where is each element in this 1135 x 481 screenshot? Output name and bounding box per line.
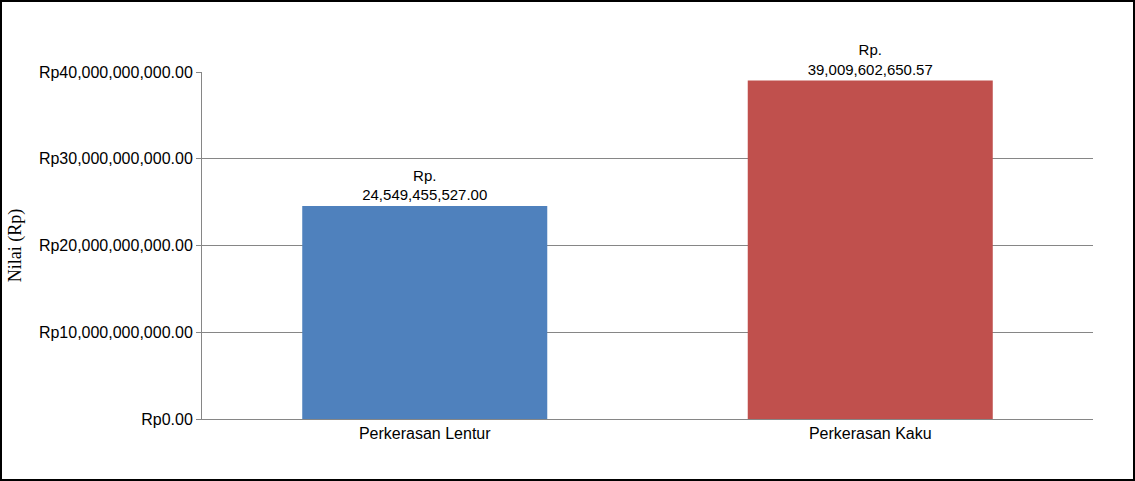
svg-text:Perkerasan Kaku: Perkerasan Kaku <box>809 425 932 442</box>
svg-text:Rp10,000,000,000.00: Rp10,000,000,000.00 <box>39 324 193 341</box>
svg-text:Perkerasan Lentur: Perkerasan Lentur <box>359 425 491 442</box>
svg-text:Rp40,000,000,000.00: Rp40,000,000,000.00 <box>39 64 193 81</box>
svg-text:Rp.24,549,455,527.00: Rp.24,549,455,527.00 <box>362 167 487 204</box>
svg-text:Rp0.00: Rp0.00 <box>141 411 193 428</box>
svg-text:Rp.39,009,602,650.57: Rp.39,009,602,650.57 <box>808 41 933 77</box>
svg-text:Nilai (Rp): Nilai (Rp) <box>5 209 26 283</box>
svg-text:Rp30,000,000,000.00: Rp30,000,000,000.00 <box>39 150 193 167</box>
svg-text:Rp20,000,000,000.00: Rp20,000,000,000.00 <box>39 237 193 254</box>
